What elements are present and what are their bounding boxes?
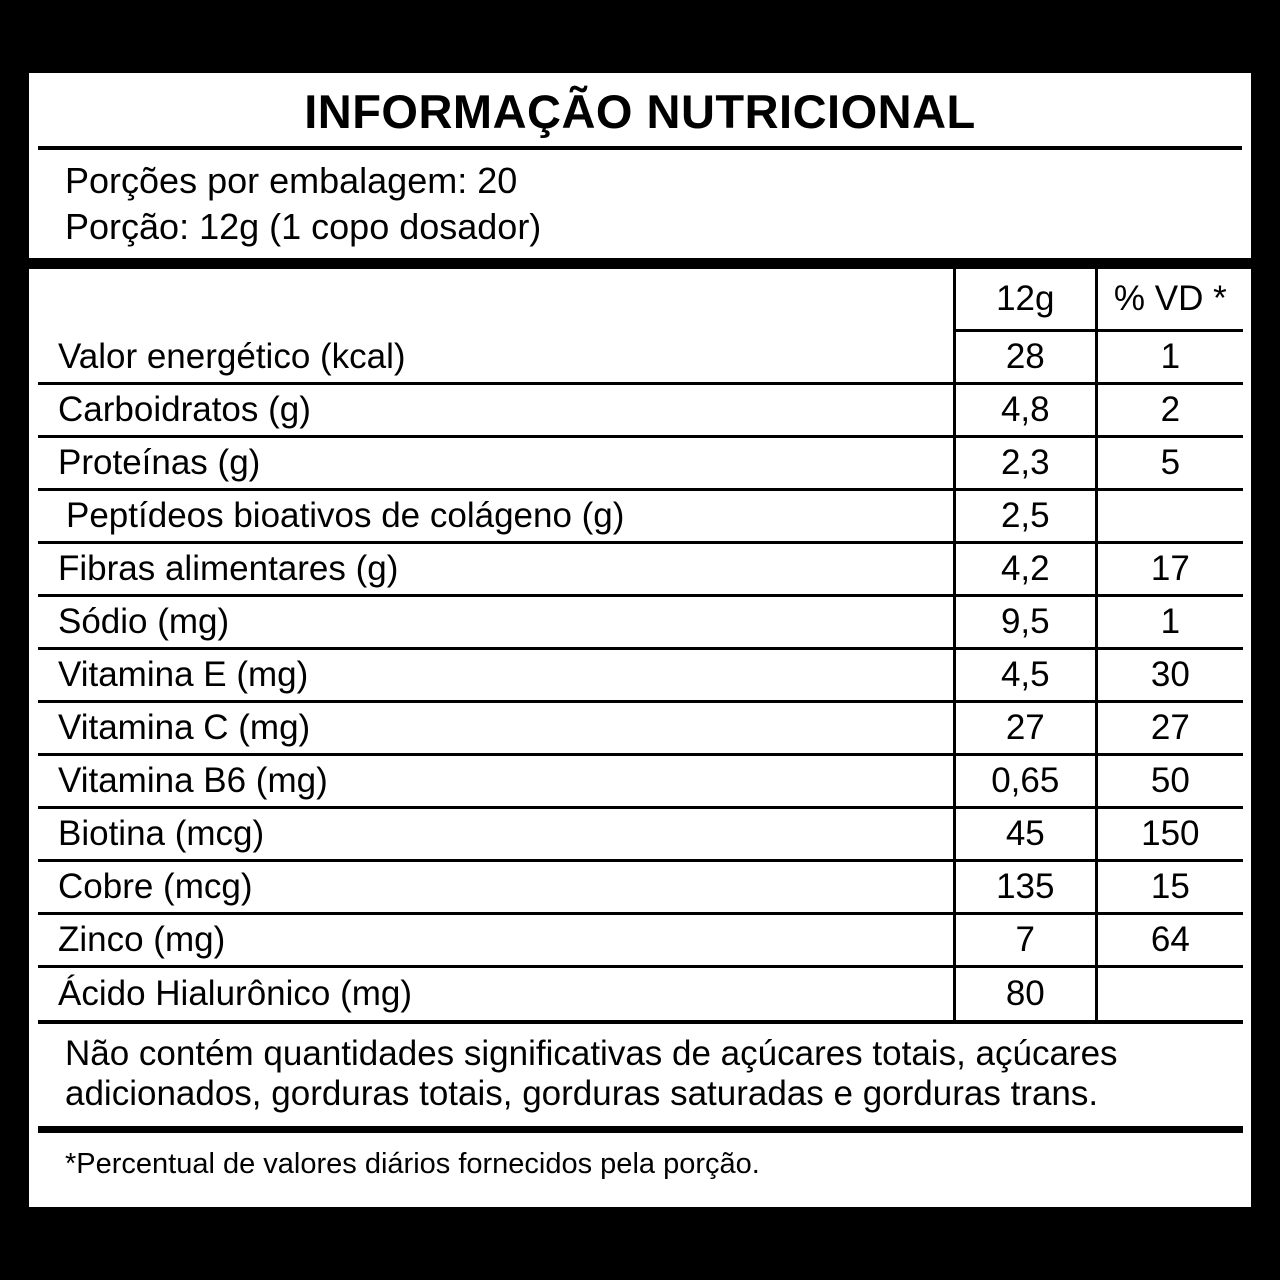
servings-per-package: Porções por embalagem: 20 xyxy=(65,159,518,201)
nutrient-amount-cell: 28 xyxy=(952,330,1097,386)
table-row: Fibras alimentares (g) 4,2 17 xyxy=(38,542,1243,598)
title-divider xyxy=(38,145,1242,150)
nutrient-name-cell: Vitamina C (mg) xyxy=(38,701,955,757)
table-row: Vitamina E (mg) 4,5 30 xyxy=(38,648,1243,704)
table-row: Zinco (mg) 7 64 xyxy=(38,913,1243,969)
nutrient-name-cell: Carboidratos (g) xyxy=(38,383,955,439)
table-row: Vitamina C (mg) 27 27 xyxy=(38,701,1243,757)
nutrient-daily-value-cell: 150 xyxy=(1094,807,1243,863)
table-row: Ácido Hialurônico (mg) 80 xyxy=(38,966,1243,1020)
nutrient-name-cell: Sódio (mg) xyxy=(38,595,955,651)
nutrient-name-cell: Proteínas (g) xyxy=(38,436,955,492)
nutrient-daily-value-cell: 1 xyxy=(1094,595,1243,651)
nutrient-name-cell: Peptídeos bioativos de colágeno (g) xyxy=(38,489,955,545)
table-row: Peptídeos bioativos de colágeno (g) 2,5 xyxy=(38,489,1243,545)
nutrient-name-cell: Vitamina E (mg) xyxy=(38,648,955,704)
disclaimer-text: Não contém quantidades significativas de… xyxy=(65,1033,1118,1113)
table-row: Biotina (mcg) 45 150 xyxy=(38,807,1243,863)
table-header: 12g % VD * xyxy=(38,268,1243,333)
table-header-row: 12g % VD * xyxy=(38,268,1243,333)
nutrient-daily-value-cell: 50 xyxy=(1094,754,1243,810)
nutrient-name-cell: Cobre (mcg) xyxy=(38,860,955,916)
serving-size: Porção: 12g (1 copo dosador) xyxy=(65,205,542,247)
nutrition-table: 12g % VD * Valor energético (kcal) 28 1 Car… xyxy=(38,268,1243,1020)
page-title: INFORMAÇÃO NUTRICIONAL xyxy=(304,85,976,138)
nutrient-name-cell: Fibras alimentares (g) xyxy=(38,542,955,598)
serving-table-separator-band xyxy=(29,257,1251,269)
nutrient-daily-value-cell: 17 xyxy=(1094,542,1243,598)
table-bottom-divider xyxy=(38,1019,1243,1024)
table-row: Sódio (mg) 9,5 1 xyxy=(38,595,1243,651)
table-row: Carboidratos (g) 4,8 2 xyxy=(38,383,1243,439)
table-row: Vitamina B6 (mg) 0,65 50 xyxy=(38,754,1243,810)
nutrient-daily-value-cell: 30 xyxy=(1094,648,1243,704)
nutrient-amount-cell: 4,5 xyxy=(952,648,1097,704)
nutrient-name-cell: Valor energético (kcal) xyxy=(38,330,955,386)
table-row: Valor energético (kcal) 28 1 xyxy=(38,330,1243,386)
nutrient-amount-cell: 2,3 xyxy=(952,436,1097,492)
nutrient-daily-value-cell: 2 xyxy=(1094,383,1243,439)
nutrient-name-cell: Biotina (mcg) xyxy=(38,807,955,863)
nutrient-amount-cell: 27 xyxy=(952,701,1097,757)
nutrient-daily-value-cell: 64 xyxy=(1094,913,1243,969)
title-block: INFORMAÇÃO NUTRICIONAL xyxy=(29,73,1251,138)
nutrient-daily-value-cell: 1 xyxy=(1094,330,1243,386)
table-row: Cobre (mcg) 135 15 xyxy=(38,860,1243,916)
nutrient-amount-cell: 4,8 xyxy=(952,383,1097,439)
disclaimer-footnote-divider xyxy=(38,1125,1243,1133)
table-row: Proteínas (g) 2,3 5 xyxy=(38,436,1243,492)
column-header-daily-value: % VD * xyxy=(1094,268,1243,333)
footnote-block: *Percentual de valores diários fornecido… xyxy=(29,1133,1251,1192)
nutrient-amount-cell: 9,5 xyxy=(952,595,1097,651)
table-body: Valor energético (kcal) 28 1 Carboidratos (… xyxy=(38,330,1243,1020)
nutrient-daily-value-cell: 5 xyxy=(1094,436,1243,492)
nutrient-daily-value-cell xyxy=(1094,966,1243,1020)
nutrient-amount-cell: 135 xyxy=(952,860,1097,916)
nutrient-amount-cell: 7 xyxy=(952,913,1097,969)
nutrient-amount-cell: 4,2 xyxy=(952,542,1097,598)
footnote-text: *Percentual de valores diários fornecido… xyxy=(65,1147,760,1180)
nutrient-amount-cell: 80 xyxy=(952,966,1097,1020)
nutrient-amount-cell: 2,5 xyxy=(952,489,1097,545)
serving-info-block: Porções por embalagem: 20 Porção: 12g (1… xyxy=(29,150,1251,256)
nutrient-name-cell: Zinco (mg) xyxy=(38,913,955,969)
nutrition-facts-card: INFORMAÇÃO NUTRICIONAL Porções por embal… xyxy=(26,70,1254,1210)
nutrient-name-cell: Ácido Hialurônico (mg) xyxy=(58,974,413,1014)
nutrient-daily-value-cell: 15 xyxy=(1094,860,1243,916)
nutrient-amount-cell: 0,65 xyxy=(952,754,1097,810)
column-header-amount: 12g xyxy=(952,268,1097,333)
nutrient-amount-cell: 45 xyxy=(952,807,1097,863)
nutrient-daily-value-cell: 27 xyxy=(1094,701,1243,757)
column-header-nutrient xyxy=(38,269,954,331)
nutrition-table-wrap: 12g % VD * Valor energético (kcal) 28 1 Car… xyxy=(29,268,1251,1020)
nutrient-name-cell: Vitamina B6 (mg) xyxy=(38,754,955,810)
nutrient-daily-value-cell xyxy=(1094,489,1243,545)
disclaimer-block: Não contém quantidades significativas de… xyxy=(29,1024,1251,1122)
